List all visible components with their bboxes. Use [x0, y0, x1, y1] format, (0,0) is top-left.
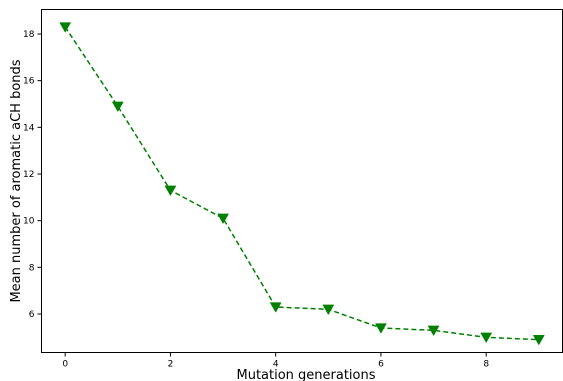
data-point-marker: [480, 332, 493, 344]
series-line: [64, 26, 539, 341]
y-tick-label: 18: [23, 30, 35, 40]
series-layer: [59, 22, 545, 346]
y-tick-label: 8: [29, 263, 35, 273]
x-axis-title: Mutation generations: [236, 368, 375, 381]
y-axis-title: Mean number of aromatic aCH bonds: [9, 59, 24, 302]
data-point-marker: [59, 22, 72, 33]
data-point-marker: [375, 323, 387, 334]
data-point-marker: [532, 335, 545, 346]
x-tick-label: 8: [483, 360, 489, 370]
y-tick-label: 10: [23, 217, 35, 227]
y-tick-label: 6: [29, 310, 35, 320]
data-point-marker: [217, 213, 229, 225]
data-point-marker: [269, 302, 282, 313]
y-tick-label: 16: [23, 77, 35, 87]
y-tick-label: 14: [23, 123, 35, 133]
data-point-marker: [164, 185, 177, 197]
y-tick-label: 12: [23, 170, 34, 180]
x-tick-label: 2: [168, 360, 174, 370]
axis-ticks: 0 2 4 6 8 6 8 10 12 14 16 18: [23, 30, 489, 370]
x-tick-label: 0: [62, 360, 68, 370]
plot-frame: [41, 9, 563, 353]
data-point-marker: [322, 304, 335, 316]
x-tick-label: 4: [273, 360, 279, 370]
data-point-marker: [111, 101, 124, 113]
x-tick-label: 6: [378, 360, 384, 370]
data-point-marker: [427, 325, 440, 337]
